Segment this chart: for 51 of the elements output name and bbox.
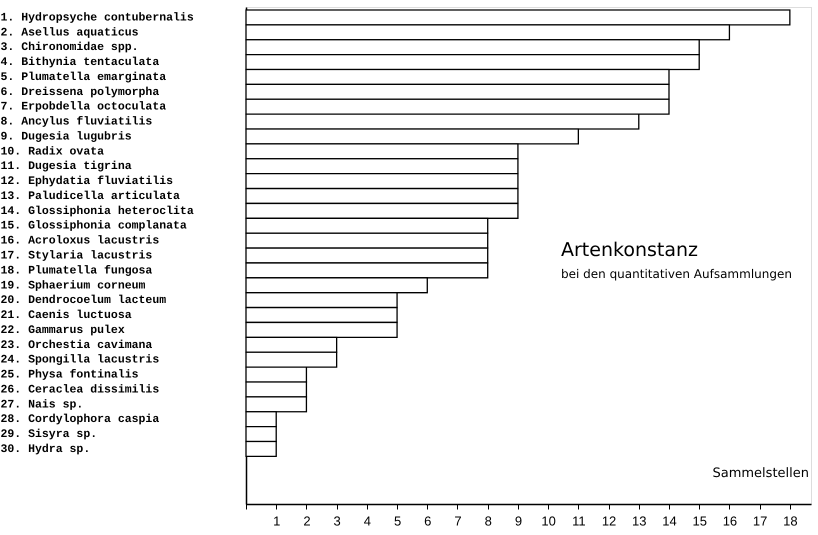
x-tick-label: 4 xyxy=(364,514,371,528)
y-tick-label: 2. Asellus aquaticus xyxy=(0,26,139,40)
y-tick-label: 3. Chironomidae spp. xyxy=(0,41,139,54)
y-tick-label: 24. Spongilla lacustris xyxy=(0,354,160,367)
y-tick-label: 6. Dreissena polymorpha xyxy=(0,86,160,99)
y-tick-label: 11. Dugesia tigrina xyxy=(0,160,132,174)
x-tick-label: 15 xyxy=(692,514,707,528)
y-tick-label: 1. Hydropsyche contubernalis xyxy=(0,11,194,24)
y-tick-label: 4. Bithynia tentaculata xyxy=(0,56,160,70)
x-tick-label: 12 xyxy=(602,514,616,528)
y-tick-label: 16. Acroloxus lacustris xyxy=(0,234,160,248)
x-tick-label: 6 xyxy=(424,514,432,528)
x-tick-label: 2 xyxy=(303,514,311,528)
y-tick-label: 29. Sisyra sp. xyxy=(0,428,98,442)
y-tick-label: 13. Paludicella articulata xyxy=(0,190,180,203)
x-tick-label: 3 xyxy=(334,514,341,528)
y-tick-label: 8. Ancylus fluviatilis xyxy=(0,116,152,129)
x-tick-label: 14 xyxy=(662,514,677,528)
y-tick-label: 14. Glossiphonia heteroclita xyxy=(0,204,194,218)
y-tick-label: 19. Sphaerium corneum xyxy=(0,279,146,292)
x-tick-label: 11 xyxy=(572,514,586,528)
y-tick-label: 22. Gammarus pulex xyxy=(0,324,125,337)
x-tick-label: 16 xyxy=(722,514,738,528)
x-tick-label: 10 xyxy=(541,514,556,528)
y-tick-label: 17. Stylaria lacustris xyxy=(0,250,152,262)
x-tick-label: 1 xyxy=(273,514,280,528)
y-tick-label: 10. Radix ovata xyxy=(0,145,104,158)
x-tick-label: 9 xyxy=(514,514,522,528)
y-tick-label: 9. Dugesia lugubris xyxy=(0,130,132,144)
y-tick-label: 18. Plumatella fungosa xyxy=(0,264,152,278)
y-tick-label: 26. Ceraclea dissimilis xyxy=(0,383,160,396)
text: Artenkonstanz xyxy=(561,239,698,261)
y-tick-label: 20. Dendrocoelum lacteum xyxy=(0,294,166,308)
y-tick-label: 28. Cordylophora caspia xyxy=(0,413,160,426)
x-tick-label: 7 xyxy=(454,514,462,528)
x-tick-label: 13 xyxy=(632,514,647,528)
y-tick-label: 23. Orchestia cavimana xyxy=(0,338,152,352)
y-tick-label: 7. Erpobdella octoculata xyxy=(0,100,166,114)
y-tick-label: 27. Nais sp. xyxy=(0,398,84,412)
y-tick-label: 15. Glossiphonia complanata xyxy=(0,220,187,233)
text: bei den quantitativen Aufsammlungen xyxy=(561,267,792,281)
y-tick-label: 21. Caenis luctuosa xyxy=(0,309,132,322)
x-tick-label: 18 xyxy=(783,514,798,528)
y-tick-label: 12. Ephydatia fluviatilis xyxy=(0,175,174,188)
y-tick-label: 5. Plumatella emarginata xyxy=(0,70,166,84)
y-tick-label: 25. Physa fontinalis xyxy=(0,368,139,382)
x-axis-title: Sammelstellen xyxy=(712,466,809,481)
x-tick-label: 17 xyxy=(752,514,768,528)
y-tick-label: 30. Hydra sp. xyxy=(0,442,90,456)
x-tick-label: 5 xyxy=(394,514,402,528)
x-tick-label: 8 xyxy=(484,514,492,528)
